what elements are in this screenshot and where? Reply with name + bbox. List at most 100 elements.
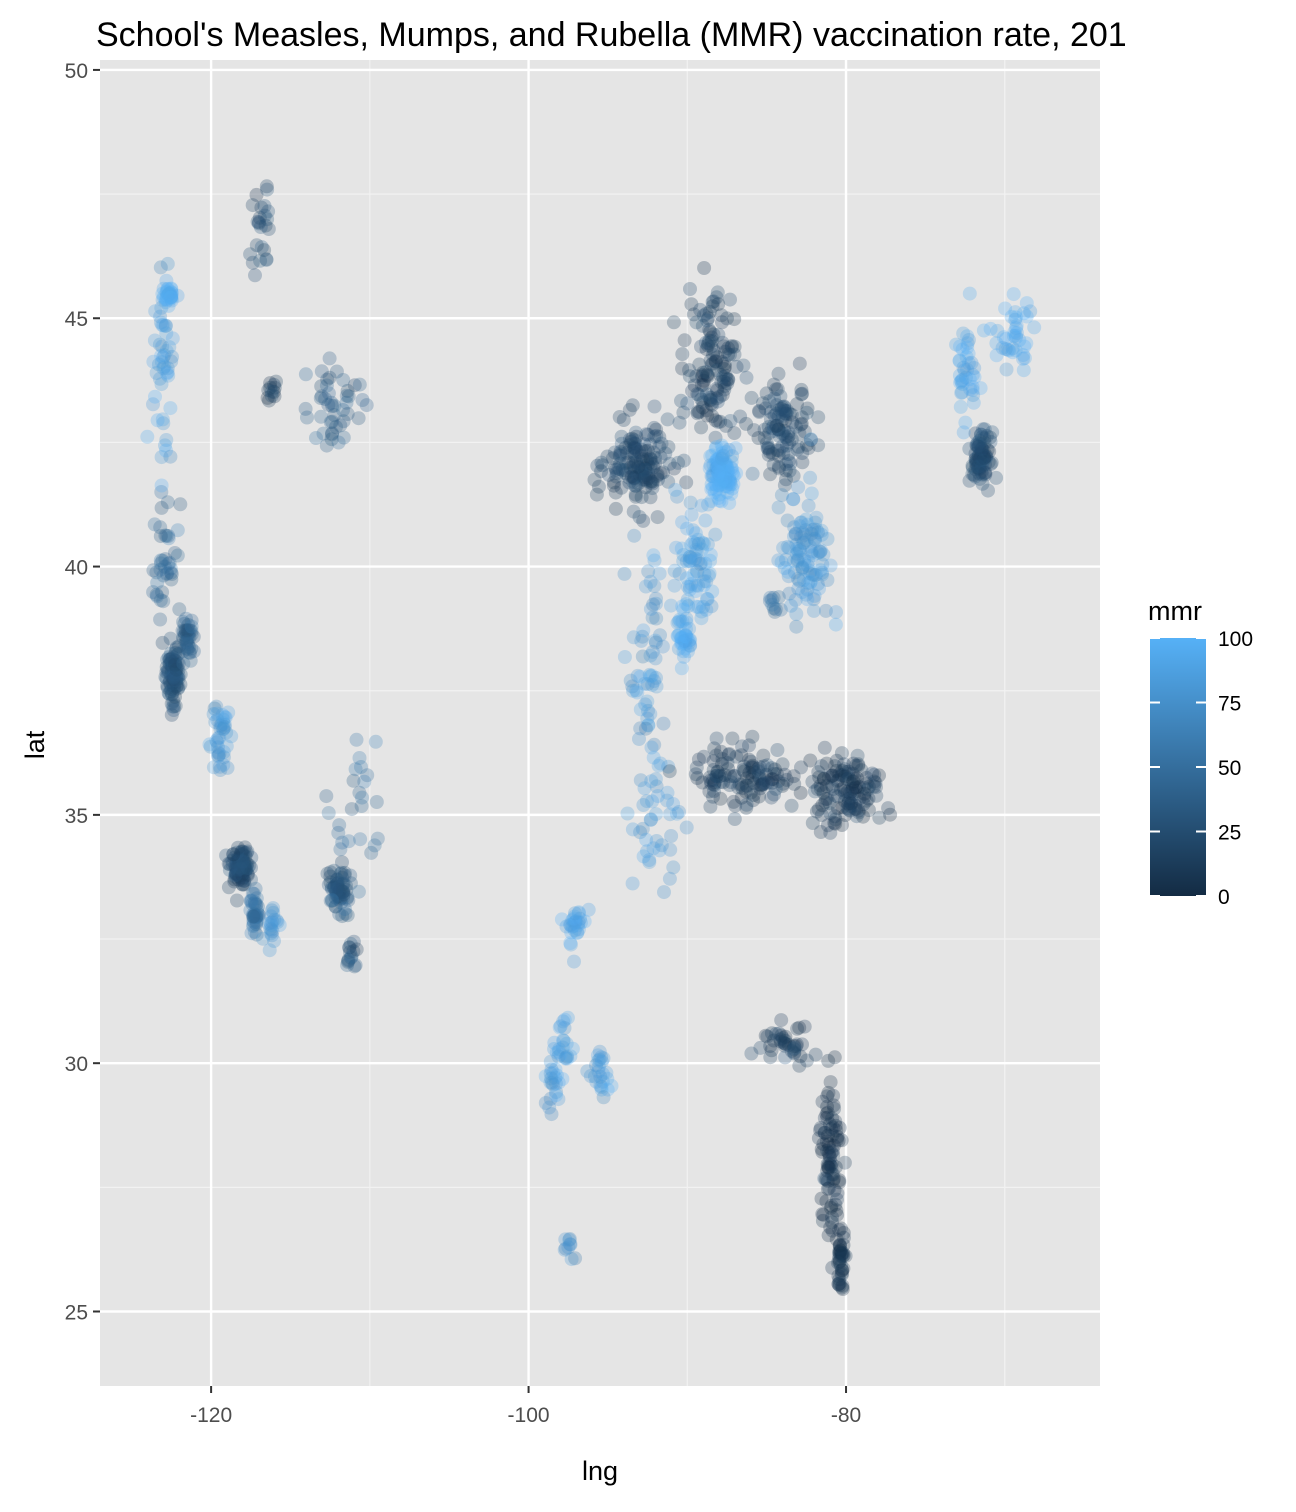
data-point: [234, 844, 249, 859]
data-point: [235, 855, 250, 869]
data-point: [972, 471, 987, 486]
data-point: [744, 390, 759, 405]
data-point: [341, 389, 356, 404]
data-point: [232, 869, 247, 884]
data-point: [549, 1085, 564, 1100]
data-point: [221, 856, 236, 871]
data-point: [260, 182, 275, 197]
data-point: [709, 482, 724, 497]
data-point: [653, 628, 667, 643]
data-point: [714, 308, 729, 323]
data-point: [717, 356, 732, 371]
data-point: [267, 389, 282, 404]
data-point: [261, 916, 276, 931]
data-point: [237, 856, 252, 870]
data-point: [170, 288, 185, 303]
data-point: [718, 465, 732, 480]
data-point: [351, 411, 366, 426]
data-point: [778, 430, 793, 445]
data-point: [159, 665, 174, 679]
data-point: [232, 867, 247, 881]
data-point: [609, 469, 624, 484]
data-point: [628, 441, 643, 456]
data-point: [685, 383, 700, 398]
data-point: [851, 758, 866, 773]
data-point: [716, 464, 731, 479]
data-point: [700, 591, 714, 606]
data-point: [772, 461, 787, 476]
data-point: [556, 1033, 571, 1048]
data-point: [780, 403, 795, 418]
data-point: [547, 1035, 562, 1050]
data-point: [704, 339, 719, 354]
data-point: [667, 563, 682, 578]
data-point: [161, 298, 176, 313]
data-point: [787, 1045, 802, 1060]
data-point: [231, 854, 246, 869]
data-point: [213, 718, 228, 733]
data-point: [247, 909, 262, 924]
data-point: [821, 1228, 836, 1243]
data-point: [334, 865, 349, 880]
data-point: [339, 891, 354, 906]
data-point: [709, 768, 724, 783]
data-point: [616, 413, 631, 427]
data-point: [824, 1156, 839, 1171]
data-point: [740, 778, 755, 793]
data-point: [795, 455, 810, 470]
data-point: [179, 635, 194, 650]
data-point: [717, 362, 731, 376]
data-point: [162, 340, 177, 355]
data-point: [643, 452, 658, 467]
data-point: [636, 798, 651, 812]
data-point: [817, 1125, 832, 1140]
data-point: [704, 776, 719, 791]
data-point: [248, 881, 263, 896]
data-point: [835, 1282, 850, 1296]
data-point: [706, 343, 721, 358]
data-point: [711, 465, 726, 480]
data-point: [776, 540, 791, 555]
data-point: [674, 541, 689, 556]
data-point: [804, 544, 819, 559]
data-point: [779, 406, 794, 421]
data-point: [644, 668, 659, 683]
data-point: [998, 332, 1013, 346]
data-point: [167, 678, 181, 693]
data-point: [254, 240, 269, 255]
data-point: [791, 581, 806, 596]
data-point: [849, 802, 864, 817]
data-point: [233, 862, 248, 877]
data-point: [727, 769, 741, 784]
data-point: [971, 438, 985, 453]
data-point: [248, 268, 262, 283]
data-point: [1012, 333, 1027, 347]
data-point: [965, 380, 980, 394]
data-point: [713, 768, 728, 783]
data-point: [814, 759, 829, 774]
data-point: [821, 1128, 835, 1143]
data-point: [779, 472, 793, 487]
data-point: [546, 1077, 561, 1092]
data-point: [1008, 312, 1023, 327]
data-point: [968, 446, 983, 461]
data-point: [979, 450, 994, 465]
data-point: [763, 412, 778, 427]
data-point: [566, 919, 581, 934]
data-point: [229, 857, 244, 872]
data-point: [167, 669, 182, 684]
data-point: [767, 408, 782, 423]
data-point: [789, 607, 804, 621]
data-point: [968, 451, 983, 466]
data-point: [674, 630, 688, 645]
data-point: [725, 462, 740, 477]
data-point: [709, 472, 724, 487]
data-point: [825, 1128, 840, 1143]
data-point: [164, 696, 179, 711]
data-point: [698, 513, 713, 528]
data-point: [715, 335, 730, 350]
data-point: [721, 761, 736, 776]
data-point: [625, 876, 640, 891]
data-point: [324, 880, 339, 895]
